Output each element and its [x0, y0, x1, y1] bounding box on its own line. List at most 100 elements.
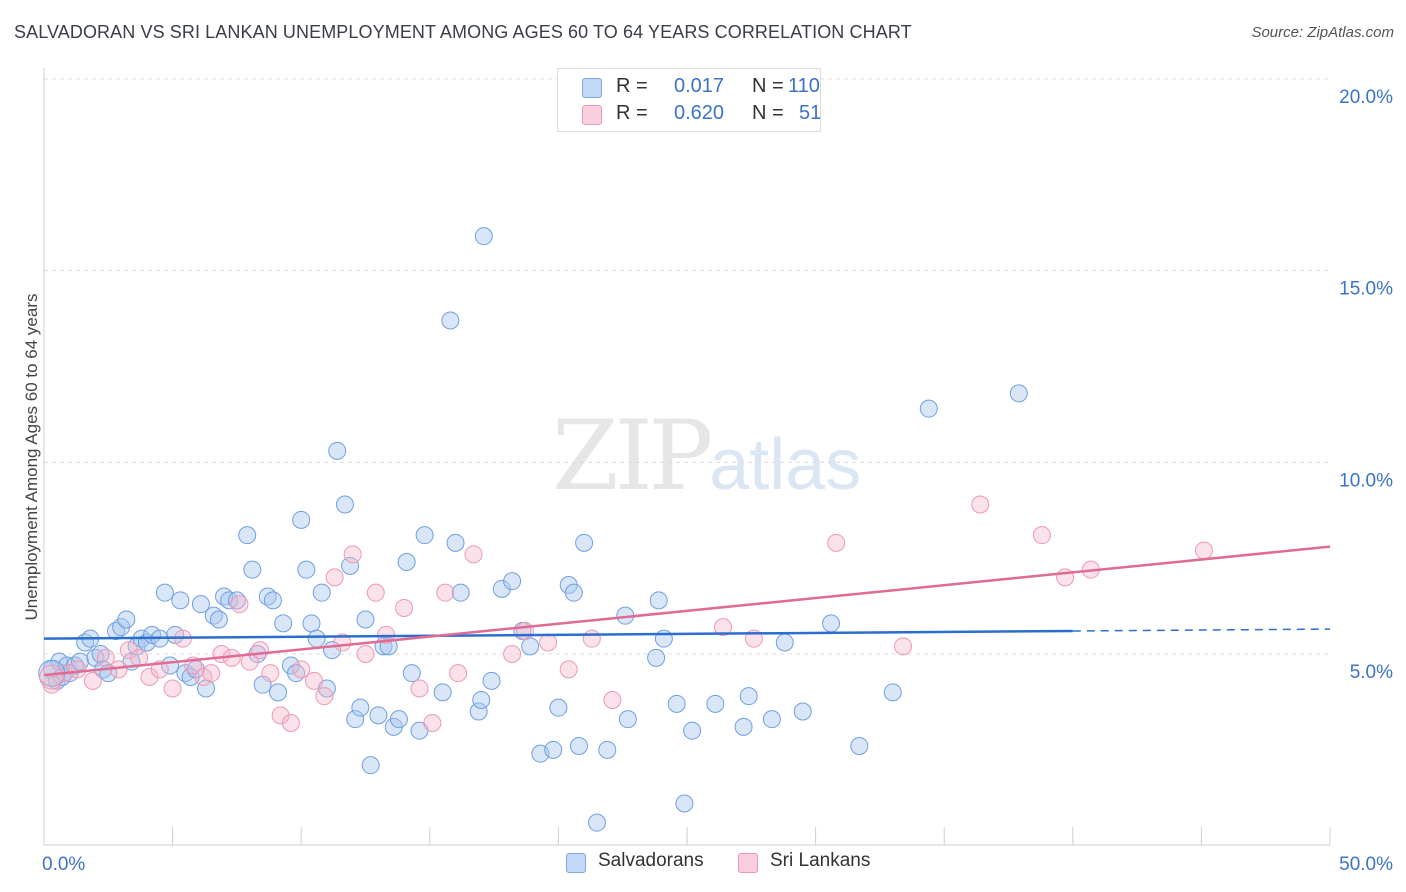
sri-lankan-point — [96, 648, 115, 667]
salvadoran-point — [675, 794, 694, 813]
salvadoran-point — [451, 583, 470, 602]
axes — [43, 68, 1331, 846]
salvadoran-trend-line — [43, 629, 1073, 640]
sri-lankan-trend-line — [43, 545, 1331, 677]
sri-lankan-point — [343, 545, 362, 564]
salvadoran-point — [793, 702, 812, 721]
sri-lankan-point — [464, 545, 483, 564]
source-label: Source: ZipAtlas.com — [1251, 24, 1394, 41]
chart-title: SALVADORAN VS SRI LANKAN UNEMPLOYMENT AM… — [14, 22, 912, 42]
y-axis-label: Unemployment Among Ages 60 to 64 years — [22, 294, 41, 621]
sri-lankan-point — [261, 664, 280, 683]
sri-lankan-point — [230, 595, 249, 614]
sri-lankan-point — [251, 641, 270, 660]
salvadoran-point — [351, 698, 370, 717]
sri-lankan-point — [281, 714, 300, 732]
salvadoran-point — [415, 526, 434, 545]
sri-lankan-point — [971, 495, 990, 514]
y-tick-label: 10.0% — [1339, 470, 1393, 491]
salvadoran-point — [683, 721, 702, 740]
salvadoran-point — [521, 637, 540, 656]
salvadoran-point — [739, 687, 758, 706]
salvadoran-point — [569, 737, 588, 755]
sri-lankan-point — [1194, 541, 1213, 560]
legend-n-value: 110 — [788, 75, 820, 97]
salvadoran-point — [482, 671, 501, 690]
sri-lankan-point — [410, 679, 429, 698]
salvadoran-point — [238, 526, 257, 545]
legend-n-label: N = — [752, 75, 784, 97]
salvadoran-point — [397, 553, 416, 571]
salvadoran-point — [503, 572, 522, 591]
sri-lankan-point — [271, 706, 290, 725]
salvadoran-point — [850, 737, 869, 755]
salvadoran-point — [263, 591, 282, 610]
salvadoran-point — [575, 533, 594, 552]
x-tick-label: 50.0% — [1339, 854, 1393, 875]
sri-lankan-point — [163, 679, 182, 698]
salvadoran-point — [312, 583, 331, 602]
sri-lankan-point — [68, 660, 87, 679]
sri-lankan-point — [240, 652, 259, 671]
sri-lankan-point — [202, 664, 221, 683]
sri-lankan-point — [315, 687, 334, 706]
y-tick-label: 15.0% — [1339, 279, 1393, 300]
sri-lankan-point — [714, 618, 733, 637]
y-tick-label: 20.0% — [1339, 87, 1393, 108]
legend-r-label: R = — [616, 102, 648, 124]
legend-n-label: N = — [752, 102, 784, 124]
salvadoran-point — [649, 591, 668, 610]
sri-lankan-point — [827, 533, 846, 552]
salvadoran-point — [274, 614, 293, 633]
correlation-legend: R = 0.017 N = 110 R = 0.620 N = 51 — [557, 68, 821, 132]
sri-lankan-point — [366, 583, 385, 602]
salvadoran-point — [335, 495, 354, 514]
salvadoran-point — [919, 399, 938, 418]
sri-lankan-point — [119, 641, 138, 660]
salvadoran-point — [441, 311, 460, 330]
salvadoran-point — [706, 694, 725, 713]
data-points — [38, 227, 1213, 832]
salvadoran-point — [474, 227, 493, 246]
salvadoran-point — [307, 629, 326, 648]
x-tick-label: 0.0% — [42, 854, 85, 875]
sri-lankan-point — [395, 599, 414, 617]
legend-swatch-sri-lankans — [738, 853, 758, 873]
salvadoran-point — [472, 691, 491, 709]
salvadoran-point — [775, 633, 794, 652]
salvadoran-point — [549, 698, 568, 717]
salvadoran-point — [883, 683, 902, 702]
salvadoran-point — [292, 510, 311, 529]
salvadoran-point — [243, 560, 262, 579]
salvadoran-point — [598, 740, 617, 759]
salvadoran-point — [618, 710, 637, 729]
legend-label-salvadorans: Salvadorans — [598, 850, 704, 871]
legend-r-value: 0.017 — [674, 75, 725, 97]
sri-lankan-point — [39, 664, 65, 690]
salvadoran-point — [155, 583, 174, 602]
sri-lankan-point — [539, 633, 558, 652]
salvadoran-point — [433, 683, 452, 702]
salvadoran-point — [209, 610, 228, 629]
legend-swatch-salvadorans — [566, 853, 586, 873]
salvadoran-point — [446, 533, 465, 552]
salvadoran-point — [269, 683, 288, 702]
salvadoran-point — [117, 610, 136, 629]
salvadoran-point — [369, 706, 388, 725]
legend-n-value: 51 — [799, 102, 822, 124]
sri-lankan-point — [894, 637, 913, 656]
watermark: ZIPatlas — [552, 400, 861, 512]
salvadoran-point — [341, 556, 360, 575]
salvadoran-point — [328, 441, 347, 460]
salvadoran-point — [389, 710, 408, 729]
salvadoran-point — [191, 595, 210, 614]
y-tick-label: 5.0% — [1350, 662, 1393, 683]
sri-lankan-point — [1032, 526, 1051, 545]
sri-lankan-point — [603, 691, 622, 709]
salvadoran-point — [647, 648, 666, 667]
salvadoran-point — [654, 629, 673, 648]
watermark-zip: ZIP — [552, 400, 713, 512]
salvadoran-point — [762, 710, 781, 729]
sri-lankan-point — [292, 660, 311, 679]
